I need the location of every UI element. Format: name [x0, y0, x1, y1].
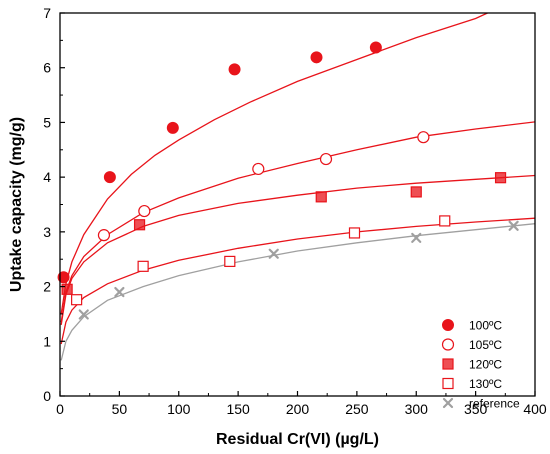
fit-curve-130-c	[60, 217, 535, 345]
legend-marker-100-c	[442, 319, 454, 331]
data-point-100-c	[310, 51, 323, 64]
y-tick-label: 0	[43, 388, 51, 404]
data-point-120-c	[133, 219, 146, 231]
y-tick-label: 1	[43, 333, 51, 349]
fit-curve-100-c	[60, 13, 488, 315]
y-tick-label: 7	[43, 5, 51, 21]
legend: 100ºC 105ºC 120ºC 130ºC reference	[441, 319, 520, 411]
x-axis-title: Residual Cr(VI) (µg/L)	[216, 431, 379, 448]
y-tick-label: 6	[43, 60, 51, 76]
legend-marker-120-c	[442, 358, 454, 370]
legend-marker-105-c	[441, 338, 455, 351]
y-tick-label: 2	[43, 279, 51, 295]
data-point-130-c	[224, 255, 236, 268]
x-tick-label: 350	[464, 401, 488, 417]
data-point-100-c	[166, 121, 179, 134]
data-point-105-c	[252, 162, 265, 176]
x-tick-label: 150	[226, 401, 250, 417]
y-axis: 0 1 2 3 4 5 6 7	[43, 5, 65, 404]
plot-markers	[57, 41, 519, 320]
data-point-130-c	[439, 215, 451, 227]
x-tick-label: 100	[167, 401, 191, 417]
data-point-105-c	[319, 152, 333, 166]
data-point-120-c	[410, 186, 422, 198]
data-point-130-c	[71, 294, 83, 306]
legend-label-100-c: 100ºC	[469, 319, 502, 333]
y-tick-label: 4	[43, 169, 51, 185]
plot-curves	[60, 13, 535, 361]
x-tick-label: 400	[523, 401, 547, 417]
data-point-reference	[268, 248, 279, 259]
legend-label-reference: reference	[469, 397, 520, 411]
data-point-130-c	[137, 260, 149, 272]
data-point-105-c	[417, 131, 430, 144]
legend-label-105-c: 105ºC	[469, 338, 502, 352]
x-tick-label: 0	[56, 401, 64, 417]
legend-label-120-c: 120ºC	[469, 358, 502, 372]
data-point-reference	[411, 232, 422, 243]
legend-marker-130-c	[442, 377, 454, 390]
legend-marker-reference	[442, 397, 454, 409]
fit-curve-reference	[60, 223, 535, 361]
x-tick-label: 300	[405, 401, 429, 417]
x-tick-label: 200	[286, 401, 310, 417]
data-point-120-c	[315, 191, 327, 203]
data-point-100-c	[103, 171, 116, 184]
x-axis: 0 50 100 150 200 250 300 350 400	[56, 391, 547, 417]
legend-label-130-c: 130ºC	[469, 377, 502, 391]
data-point-130-c	[348, 227, 361, 239]
data-point-100-c	[57, 271, 70, 284]
data-point-reference	[114, 286, 125, 298]
data-point-reference	[508, 220, 519, 231]
x-tick-label: 250	[345, 401, 369, 417]
y-tick-label: 5	[43, 114, 51, 130]
fit-curve-105-c	[60, 121, 535, 323]
x-tick-label: 50	[112, 401, 128, 417]
data-point-reference	[78, 309, 89, 320]
data-point-105-c	[138, 204, 151, 218]
data-point-120-c	[61, 283, 73, 295]
data-point-105-c	[97, 229, 111, 242]
plot-frame	[59, 12, 536, 397]
y-axis-title: Uptake capacity (mg/g)	[8, 117, 25, 292]
data-point-100-c	[369, 41, 382, 54]
y-tick-label: 3	[43, 224, 51, 240]
data-point-120-c	[494, 172, 507, 184]
data-point-100-c	[228, 63, 241, 76]
fit-curve-120-c	[60, 174, 535, 326]
